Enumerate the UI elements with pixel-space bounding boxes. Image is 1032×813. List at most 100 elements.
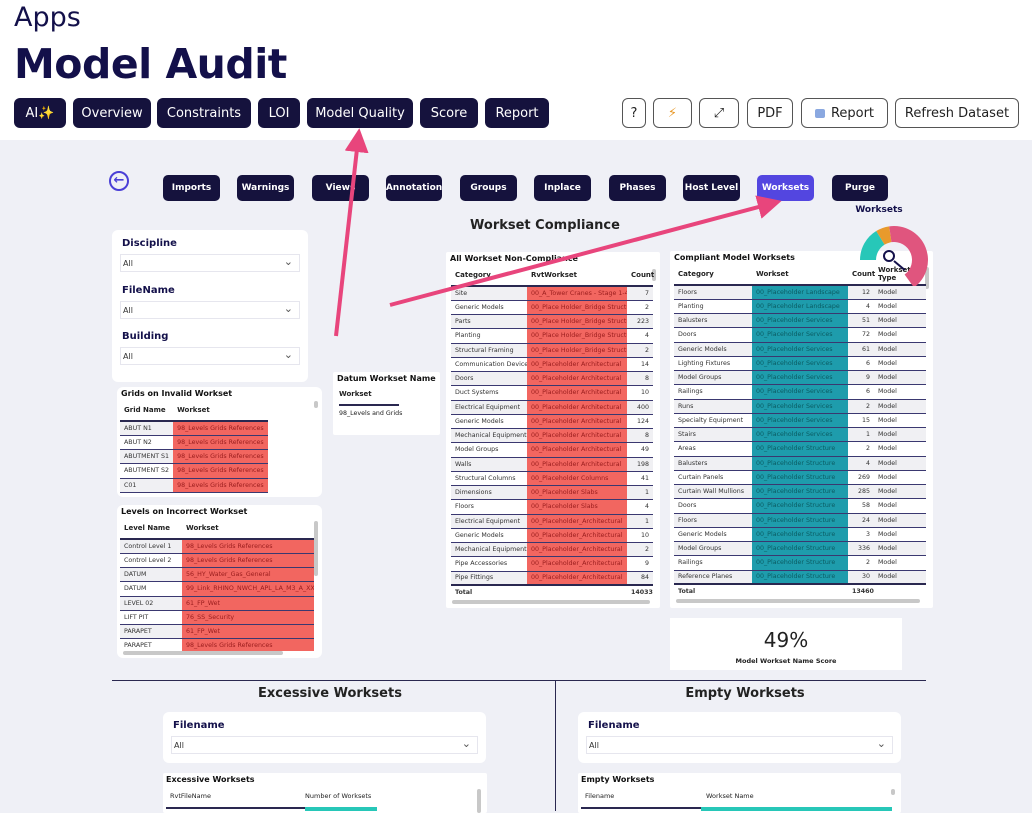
subnav-views-button[interactable]: Views xyxy=(312,175,369,201)
back-arrow-icon[interactable]: ← xyxy=(109,171,129,191)
table-row[interactable]: Generic Models 00_Place Holder_Bridge Str… xyxy=(451,300,653,316)
subnav-groups-button[interactable]: Groups xyxy=(460,175,517,201)
scrollbar[interactable] xyxy=(676,599,920,603)
column-header[interactable]: RvtWorkset xyxy=(527,264,627,287)
empty-filename-dropdown[interactable]: All ⌄ xyxy=(586,736,893,754)
table-row[interactable]: Model Groups 00_Placeholder Services 9 Mode… xyxy=(674,370,926,386)
pdf-button[interactable]: PDF xyxy=(747,98,793,128)
table-row[interactable]: Areas 00_Placeholder Structure 2 Model xyxy=(674,441,926,457)
table-row[interactable]: Mechanical Equipment 00_Placeholder_Archi… xyxy=(451,542,653,558)
column-header[interactable]: Workset xyxy=(173,399,268,422)
table-row[interactable]: Site 00_A_Tower Cranes - Stage 1-4 7 xyxy=(451,286,653,301)
table-row[interactable]: Electrical Equipment 00_Placeholder_Archi… xyxy=(451,514,653,529)
table-row[interactable]: Generic Models 00_Placeholder Services 61 M… xyxy=(674,342,926,357)
table-row[interactable]: Walls 00_Placeholder Architectural 198 xyxy=(451,457,653,472)
column-header[interactable]: Workset xyxy=(182,517,314,540)
filename-dropdown[interactable]: All ⌄ xyxy=(120,301,300,319)
table-row[interactable]: Generic Models 00_Placeholder Architectur… xyxy=(451,414,653,430)
expand-icon[interactable]: ⤢ xyxy=(699,98,739,128)
column-header[interactable]: Category xyxy=(674,263,752,286)
scrollbar[interactable] xyxy=(477,789,481,813)
table-row[interactable]: LEVEL 02 61_FP_Wet xyxy=(120,596,314,611)
scrollbar[interactable] xyxy=(314,401,318,408)
table-row[interactable]: PARAPET 98_Levels Grids References xyxy=(120,638,314,651)
table-row[interactable]: Stairs 00_Placeholder Services 1 Model xyxy=(674,427,926,443)
table-row[interactable]: Reference Planes 00_Placeholder Structure… xyxy=(674,570,926,585)
subnav-annotation-button[interactable]: Annotation xyxy=(386,175,442,201)
subnav-warnings-button[interactable]: Warnings xyxy=(237,175,294,201)
table-row[interactable]: Floors 00_Placeholder Structure 24 Model xyxy=(674,513,926,528)
table-row[interactable]: Mechanical Equipment 00_Placeholder Archi… xyxy=(451,428,653,444)
table-row[interactable]: Specialty Equipment 00_Placeholder Servic… xyxy=(674,413,926,429)
table-row[interactable]: LIFT PIT 76_SS_Security xyxy=(120,610,314,626)
refresh-dataset-button[interactable]: Refresh Dataset xyxy=(895,98,1019,128)
table-row[interactable]: Floors 00_Placeholder Slabs 4 xyxy=(451,499,653,515)
table-row[interactable]: Generic Models 00_Placeholder_Architectur… xyxy=(451,528,653,544)
discipline-dropdown[interactable]: All ⌄ xyxy=(120,254,300,272)
table-row[interactable]: PARAPET 61_FP_Wet xyxy=(120,624,314,640)
scrollbar[interactable] xyxy=(925,267,929,289)
nav-report-button[interactable]: Report xyxy=(485,98,549,128)
column-header[interactable]: Grid Name xyxy=(120,399,174,422)
help-button[interactable]: ? xyxy=(622,98,646,128)
nav-score-button[interactable]: Score xyxy=(420,98,478,128)
table-row[interactable]: Control Level 1 98_Levels Grids Reference… xyxy=(120,539,314,554)
table-row[interactable]: Doors 00_Placeholder Structure 58 Model xyxy=(674,498,926,514)
table-row[interactable]: Railings 00_Placeholder Structure 2 Model xyxy=(674,555,926,571)
subnav-phases-button[interactable]: Phases xyxy=(609,175,666,201)
table-row[interactable]: Doors 00_Placeholder Services 72 Model xyxy=(674,327,926,343)
table-row[interactable]: Pipe Accessories 00_Placeholder_Architect… xyxy=(451,556,653,572)
table-row[interactable]: Model Groups 00_Placeholder Structure 336 M… xyxy=(674,541,926,557)
nav-overview-button[interactable]: Overview xyxy=(73,98,151,128)
excessive-filename-dropdown[interactable]: All ⌄ xyxy=(171,736,478,754)
scrollbar[interactable] xyxy=(452,600,650,604)
subnav-purge-button[interactable]: Purge xyxy=(832,175,888,201)
table-row[interactable]: Duct Systems 00_Placeholder Architectural… xyxy=(451,385,653,401)
table-row[interactable]: C01 98_Levels Grids References xyxy=(120,478,268,493)
scrollbar[interactable] xyxy=(123,651,283,655)
table-row[interactable]: Curtain Panels 00_Placeholder Structure 26… xyxy=(674,470,926,486)
flash-icon[interactable]: ⚡ xyxy=(653,98,692,128)
column-header[interactable]: Count xyxy=(848,263,875,286)
table-row[interactable]: Structural Columns 00_Placeholder Columns… xyxy=(451,471,653,487)
report-export-button[interactable]: Report xyxy=(801,98,888,128)
table-row[interactable]: Model Groups 00_Placeholder Architectural… xyxy=(451,442,653,458)
table-row[interactable]: ABUTMENT S2 98_Levels Grids References xyxy=(120,463,268,479)
subnav-inplace-button[interactable]: Inplace xyxy=(534,175,591,201)
table-row[interactable]: Planting 00_Placeholder Landscape 4 Model xyxy=(674,299,926,315)
table-row[interactable]: Floors 00_Placeholder Landscape 12 Model xyxy=(674,285,926,300)
table-row[interactable]: Lighting Fixtures 00_Placeholder Services… xyxy=(674,356,926,372)
table-row[interactable]: Dimensions 00_Placeholder Slabs 1 xyxy=(451,485,653,501)
table-row[interactable]: ABUTMENT S1 98_Levels Grids References xyxy=(120,449,268,465)
table-row[interactable]: ABUT N2 98_Levels Grids References xyxy=(120,435,268,451)
table-row[interactable]: Balusters 00_Placeholder Services 51 Model xyxy=(674,313,926,329)
table-row[interactable]: Control Level 2 98_Levels Grids Reference… xyxy=(120,553,314,569)
column-header[interactable]: Count xyxy=(627,264,654,287)
building-dropdown[interactable]: All ⌄ xyxy=(120,347,300,365)
nav-loi-button[interactable]: LOI xyxy=(258,98,300,128)
table-row[interactable]: Generic Models 00_Placeholder Structure 3 M… xyxy=(674,527,926,543)
table-row[interactable]: Planting 00_Place Holder_Bridge Structure… xyxy=(451,328,653,344)
nav-model-quality-button[interactable]: Model Quality xyxy=(307,98,413,128)
table-row[interactable]: Communication Devices 00_Placeholder Arch… xyxy=(451,357,653,373)
nav-ai-button[interactable]: AI✨ xyxy=(14,98,66,128)
subnav-imports-button[interactable]: Imports xyxy=(163,175,220,201)
subnav-host-level-button[interactable]: Host Level xyxy=(683,175,740,201)
column-header[interactable]: Category xyxy=(451,264,527,287)
table-row[interactable]: Curtain Wall Mullions 00_Placeholder Stru… xyxy=(674,484,926,500)
table-row[interactable]: Railings 00_Placeholder Services 6 Model xyxy=(674,384,926,400)
column-header[interactable]: Level Name xyxy=(120,517,182,540)
subnav-worksets-button[interactable]: Worksets xyxy=(757,175,814,201)
table-row[interactable]: Runs 00_Placeholder Services 2 Model xyxy=(674,399,926,414)
table-row[interactable]: Balusters 00_Placeholder Structure 4 Model xyxy=(674,456,926,471)
table-row[interactable]: Pipe Fittings 00_Placeholder_Architectura… xyxy=(451,571,653,586)
table-row[interactable]: DATUM99_Link_RHINO_NWCH_APL_LA_M3_A_XX_B… xyxy=(120,581,314,597)
table-row[interactable]: Doors 00_Placeholder Architectural 8 xyxy=(451,371,653,387)
nav-constraints-button[interactable]: Constraints xyxy=(157,98,251,128)
column-header[interactable]: Workset xyxy=(752,263,848,286)
scrollbar[interactable] xyxy=(314,521,318,576)
table-row[interactable]: Structural Framing 00_Place Holder_Bridge… xyxy=(451,343,653,358)
table-row[interactable]: Parts 00_Place Holder_Bridge Structure 223 xyxy=(451,314,653,330)
scrollbar[interactable] xyxy=(891,789,895,795)
table-row[interactable]: DATUM 56_HY_Water_Gas_General xyxy=(120,567,314,583)
